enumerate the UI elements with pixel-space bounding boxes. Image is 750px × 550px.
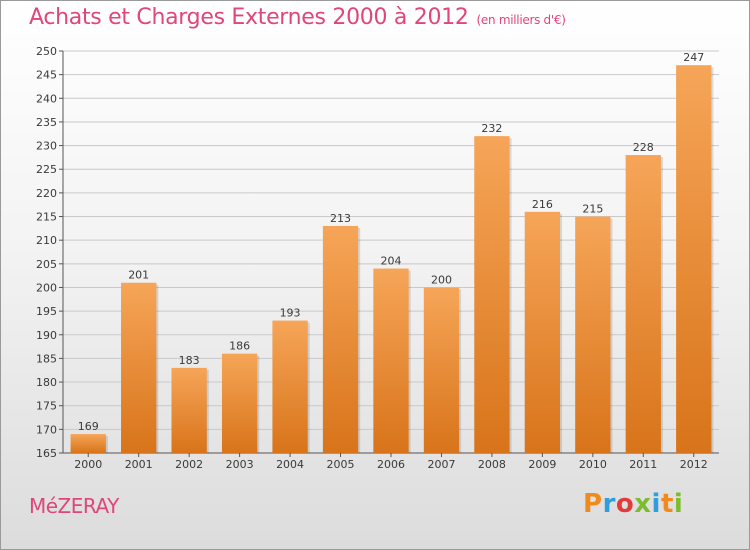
- bar: [322, 225, 359, 453]
- data-label: 204: [381, 255, 402, 268]
- x-tick-label: 2012: [680, 458, 708, 471]
- y-tick-label: 210: [36, 234, 57, 247]
- y-tick-label: 230: [36, 140, 57, 153]
- y-tick-label: 195: [36, 305, 57, 318]
- data-label: 183: [179, 354, 200, 367]
- y-tick-label: 165: [36, 447, 57, 460]
- x-axis: 2000 2001 2002 2003 2004 2005 2006 2007 2008 2009…: [74, 453, 708, 471]
- x-tick-label: 2004: [276, 458, 304, 471]
- y-tick-label: 240: [36, 92, 57, 105]
- y-tick-label: 190: [36, 329, 57, 342]
- data-label: 169: [78, 420, 99, 433]
- bar: [676, 65, 712, 453]
- x-tick-label: 2005: [327, 458, 355, 471]
- town-name: MéZERAY: [29, 494, 119, 518]
- bars: 169 201 183 186 193 213 204 200 232 216 215 228 247: [70, 51, 714, 454]
- x-tick-label: 2006: [377, 458, 405, 471]
- bar: [625, 155, 661, 453]
- x-tick-label: 2002: [175, 458, 203, 471]
- chart-subtitle: (en milliers d'€): [476, 13, 566, 27]
- y-tick-label: 205: [36, 258, 57, 271]
- bar: [272, 320, 308, 453]
- logo-letter: o: [615, 489, 635, 519]
- logo-letter: i: [651, 489, 661, 519]
- y-tick-label: 180: [36, 376, 57, 389]
- data-label: 232: [481, 122, 502, 135]
- data-label: 215: [582, 203, 603, 216]
- data-label: 213: [330, 212, 351, 225]
- bar: [121, 282, 157, 453]
- data-label: 186: [229, 340, 250, 353]
- bar: [474, 136, 510, 454]
- x-tick-label: 2010: [579, 458, 607, 471]
- y-tick-label: 245: [36, 69, 57, 82]
- x-tick-label: 2003: [226, 458, 254, 471]
- data-label: 216: [532, 198, 553, 211]
- proxiti-logo: Proxiti: [583, 489, 683, 519]
- y-tick-label: 175: [36, 400, 57, 413]
- data-label: 201: [128, 269, 149, 282]
- logo-letter: t: [660, 489, 674, 519]
- logo-letter: r: [602, 489, 616, 519]
- chart-title: Achats et Charges Externes 2000 à 2012 (e…: [29, 5, 566, 30]
- logo-letter: i: [673, 489, 684, 519]
- x-tick-label: 2009: [528, 458, 556, 471]
- data-label: 228: [633, 141, 654, 154]
- bar: [575, 216, 611, 453]
- y-tick-label: 170: [36, 423, 57, 436]
- bar: [221, 353, 258, 453]
- y-tick-label: 220: [36, 187, 57, 200]
- x-tick-label: 2007: [427, 458, 455, 471]
- x-tick-label: 2000: [74, 458, 102, 471]
- x-tick-label: 2011: [629, 458, 657, 471]
- bar: [373, 268, 409, 453]
- x-tick-label: 2008: [478, 458, 506, 471]
- data-label: 193: [280, 307, 301, 320]
- logo-letter: P: [583, 489, 603, 519]
- bar: [524, 211, 561, 453]
- x-tick-label: 2001: [125, 458, 153, 471]
- data-label: 200: [431, 273, 452, 286]
- data-label: 247: [683, 51, 704, 64]
- bar: [171, 367, 207, 453]
- y-tick-label: 235: [36, 116, 57, 129]
- y-tick-label: 250: [36, 45, 57, 58]
- y-tick-label: 225: [36, 163, 57, 176]
- y-tick-label: 215: [36, 211, 57, 224]
- bar: [423, 287, 460, 453]
- y-tick-label: 200: [36, 281, 57, 294]
- bar: [70, 434, 106, 453]
- chart-title-text: Achats et Charges Externes 2000 à 2012: [29, 5, 469, 30]
- logo-letter: x: [634, 489, 652, 519]
- y-tick-label: 185: [36, 352, 57, 365]
